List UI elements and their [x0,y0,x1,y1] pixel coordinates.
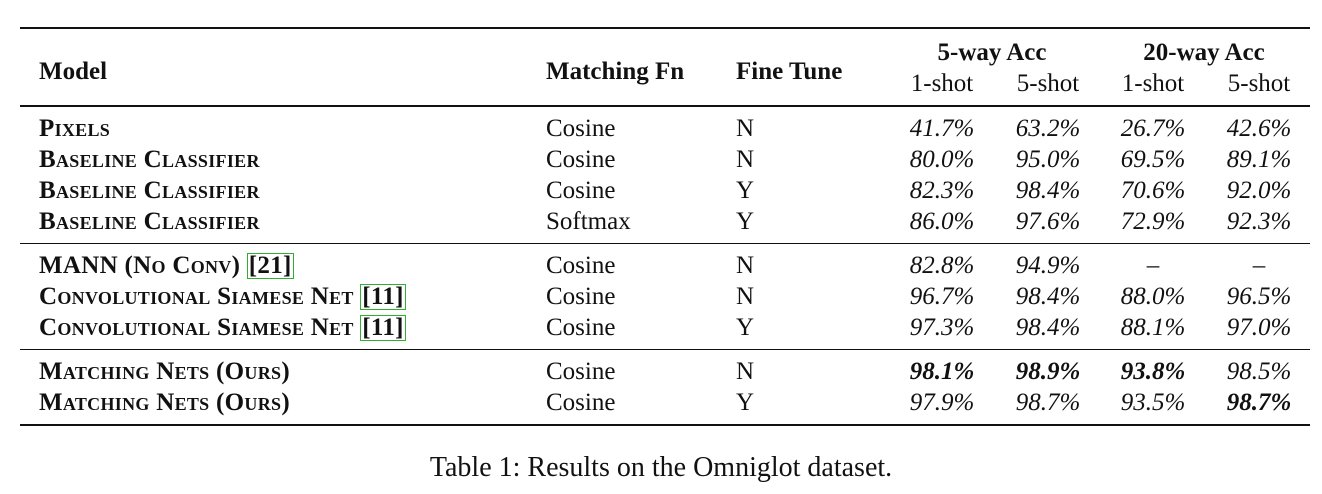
matching-fn: Cosine [546,115,616,142]
fine-tune: N [736,115,755,142]
table-row: Baseline Classifier Softmax Y 86.0% 97.6… [20,206,1310,244]
acc-20way-1shot: 70.6% [1120,177,1186,204]
acc-5way-5shot: 94.9% [1015,252,1081,279]
citation-link[interactable]: [21] [246,252,294,279]
acc-5way-5shot: 95.0% [1015,146,1081,173]
model-name: Matching Nets (Ours) [39,358,290,385]
fine-tune: N [736,146,755,173]
matching-fn: Cosine [546,389,616,416]
table-row: Convolutional Siamese Net [11] Cosine Y … [20,312,1310,350]
acc-20way-5shot: 98.5% [1226,358,1292,385]
table-caption: Table 1: Results on the Omniglot dataset… [429,452,893,483]
header-20way-5shot: 5-shot [1227,70,1291,97]
acc-20way-1shot: 93.5% [1120,389,1186,416]
acc-20way-5shot: 42.6% [1226,115,1292,142]
acc-5way-5shot: 98.9% [1015,358,1081,385]
matching-fn: Cosine [546,358,616,385]
acc-20way-5shot: 92.0% [1226,177,1292,204]
acc-20way-5shot: 89.1% [1226,146,1292,173]
fine-tune: N [736,283,755,310]
model-name: Convolutional Siamese Net [11] [20,312,540,350]
model-name: Pixels [39,115,111,142]
model-name: Baseline Classifier [39,146,260,173]
fine-tune: Y [736,208,755,235]
acc-5way-5shot: 98.4% [1015,177,1081,204]
acc-5way-1shot: 98.1% [909,358,975,385]
table-row: Baseline Classifier Cosine N 80.0% 95.0%… [20,144,1310,175]
matching-fn: Cosine [546,177,616,204]
acc-5way-1shot: 96.7% [909,283,975,310]
fine-tune: N [736,358,755,385]
acc-20way-5shot: – [1252,252,1266,279]
model-name: Convolutional Siamese Net [11] [20,281,540,312]
model-label: Convolutional Siamese Net [39,314,354,341]
matching-fn: Cosine [546,314,616,341]
results-table: Model Matching Fn Fine Tune 5-way Acc 20… [20,27,1310,426]
acc-5way-5shot: 63.2% [1015,115,1081,142]
acc-5way-5shot: 98.4% [1015,283,1081,310]
header-5way-1shot: 1-shot [910,70,974,97]
table-row: Matching Nets (Ours) Cosine Y 97.9% 98.7… [20,387,1310,425]
citation-number: 21 [257,252,284,279]
acc-20way-1shot: 88.1% [1120,314,1186,341]
acc-20way-5shot: 92.3% [1226,208,1292,235]
results-table-container: Model Matching Fn Fine Tune 5-way Acc 20… [20,27,1310,426]
acc-20way-1shot: 69.5% [1120,146,1186,173]
table-row: Convolutional Siamese Net [11] Cosine N … [20,281,1310,312]
header-matching-fn: Matching Fn [546,57,685,85]
table-row: Matching Nets (Ours) Cosine N 98.1% 98.9… [20,349,1310,388]
fine-tune: Y [736,314,755,341]
model-name: MANN (No Conv) [21] [20,244,540,282]
acc-5way-5shot: 98.7% [1015,389,1081,416]
acc-5way-1shot: 82.8% [909,252,975,279]
matching-fn: Softmax [546,208,631,235]
acc-20way-5shot: 98.7% [1226,389,1292,416]
matching-fn: Cosine [546,146,616,173]
citation-link[interactable]: [11] [360,283,406,310]
fine-tune: Y [736,389,755,416]
acc-20way-1shot: 72.9% [1120,208,1186,235]
header-fine-tune: Fine Tune [736,57,843,85]
acc-5way-1shot: 82.3% [909,177,975,204]
acc-20way-5shot: 97.0% [1226,314,1292,341]
acc-20way-1shot: 26.7% [1120,115,1186,142]
acc-20way-5shot: 96.5% [1226,283,1292,310]
acc-5way-1shot: 80.0% [909,146,975,173]
model-name: Matching Nets (Ours) [39,389,290,416]
citation-number: 11 [370,283,396,310]
matching-fn: Cosine [546,252,616,279]
header-model: Model [39,57,108,85]
table-row: MANN (No Conv) [21] Cosine N 82.8% 94.9%… [20,243,1310,282]
header-5way-acc: 5-way Acc [937,39,1047,66]
acc-5way-5shot: 98.4% [1015,314,1081,341]
citation-number: 11 [370,314,396,341]
model-label: Convolutional Siamese Net [39,283,354,310]
acc-20way-1shot: 88.0% [1120,283,1186,310]
header-5way-5shot: 5-shot [1016,70,1080,97]
matching-fn: Cosine [546,283,616,310]
table-row: Pixels Cosine N 41.7% 63.2% 26.7% 42.6% [20,106,1310,144]
header-20way-1shot: 1-shot [1121,70,1185,97]
acc-5way-1shot: 97.3% [909,314,975,341]
acc-5way-1shot: 86.0% [909,208,975,235]
acc-20way-1shot: – [1146,252,1160,279]
fine-tune: N [736,252,755,279]
model-label: MANN (No Conv) [39,252,241,279]
acc-20way-1shot: 93.8% [1120,358,1186,385]
acc-5way-5shot: 97.6% [1015,208,1081,235]
table-row: Baseline Classifier Cosine Y 82.3% 98.4%… [20,175,1310,206]
citation-link[interactable]: [11] [360,314,406,341]
acc-5way-1shot: 41.7% [909,115,975,142]
header-20way-acc: 20-way Acc [1143,39,1265,66]
model-name: Baseline Classifier [39,177,260,204]
acc-5way-1shot: 97.9% [909,389,975,416]
model-name: Baseline Classifier [39,208,260,235]
fine-tune: Y [736,177,755,204]
header-row-groups: Model Matching Fn Fine Tune 5-way Acc 20… [20,28,1310,85]
